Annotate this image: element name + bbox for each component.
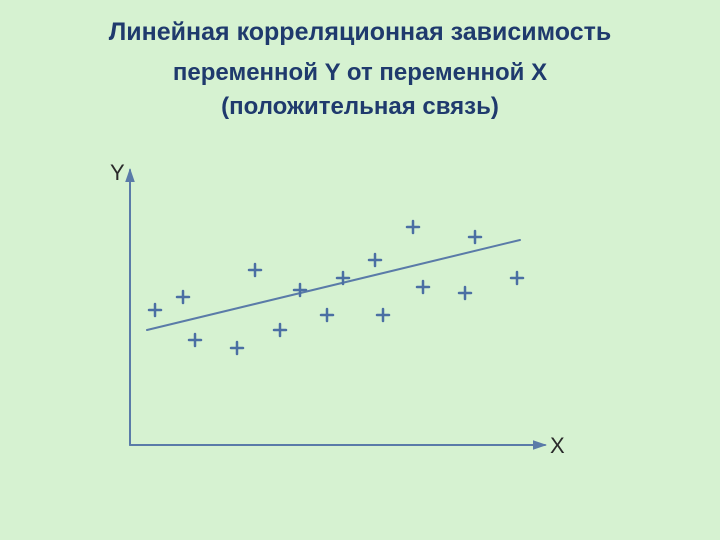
x-axis-label: X — [550, 433, 565, 459]
title-line-1: Линейная корреляционная зависимость — [0, 18, 720, 47]
y-axis-label: Y — [110, 160, 125, 186]
title-line-2: переменной Y от переменной Х — [0, 59, 720, 87]
scatter-chart — [105, 165, 565, 475]
title-block: Линейная корреляционная зависимость пере… — [0, 18, 720, 121]
slide: Линейная корреляционная зависимость пере… — [0, 0, 720, 540]
title-line-3: (положительная связь) — [0, 93, 720, 121]
chart-container: Y X — [105, 165, 565, 475]
